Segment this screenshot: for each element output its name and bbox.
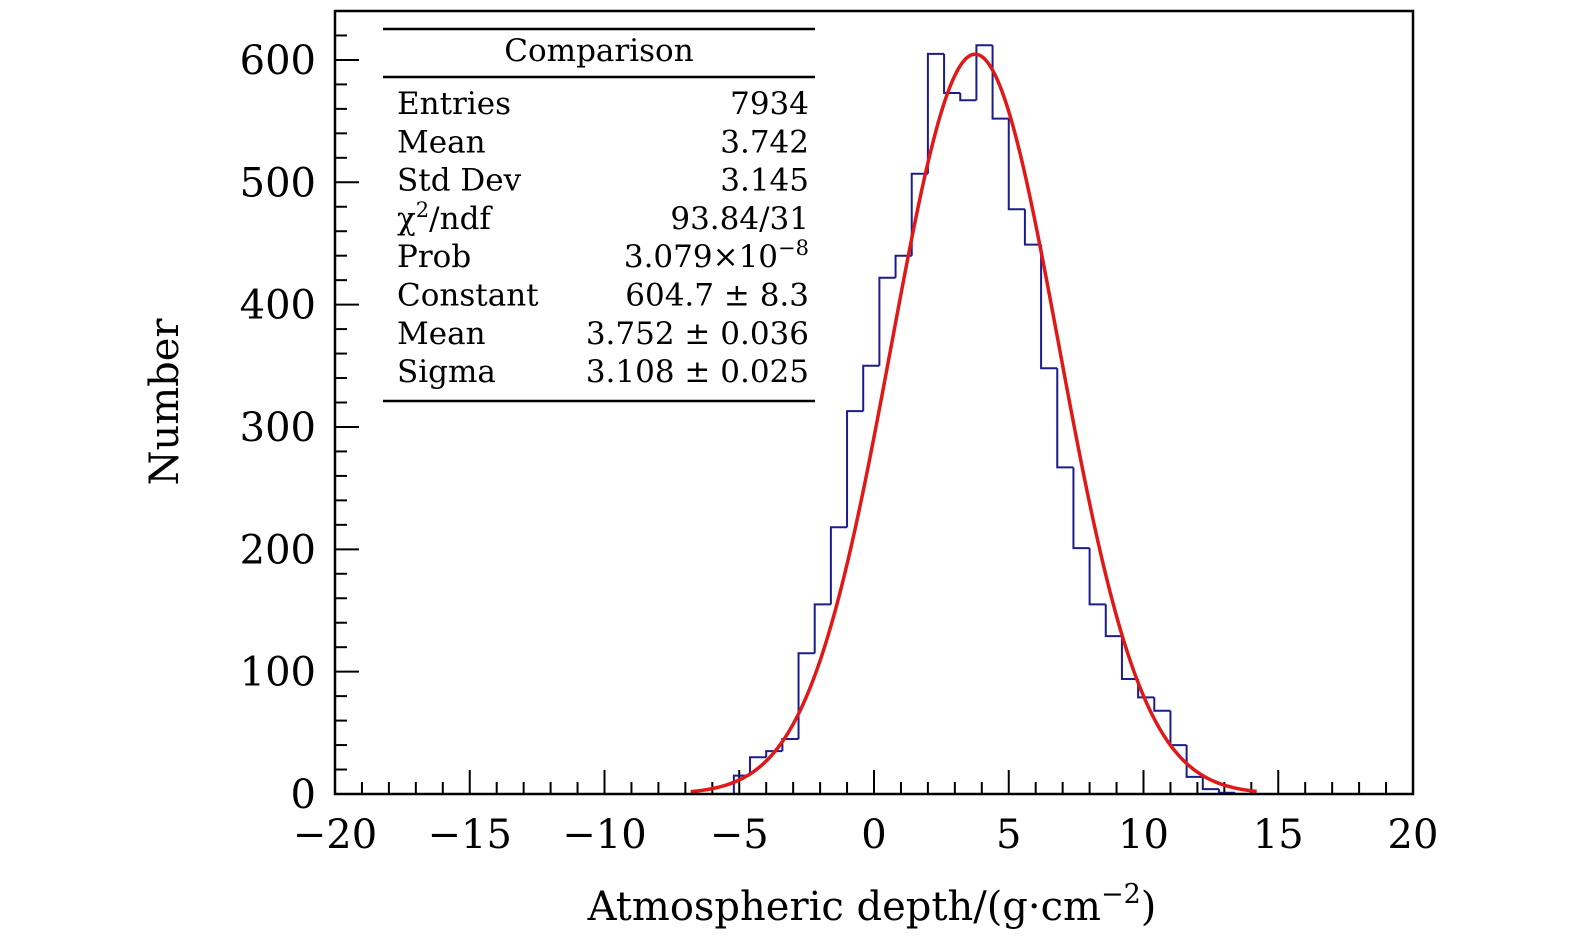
y-tick-label: 500: [240, 160, 316, 206]
y-tick-label: 400: [240, 283, 316, 329]
x-tick-label: 0: [861, 812, 886, 858]
plot-frame: [333, 9, 1415, 796]
histogram-bar: [910, 172, 928, 256]
y-tick-label: 0: [291, 772, 316, 818]
x-tick-label: 5: [996, 812, 1021, 858]
histogram-bar: [1040, 244, 1058, 370]
histogram-bar: [1185, 745, 1203, 778]
stats-row-value: 3.752 ± 0.036: [586, 316, 809, 352]
x-tick-label: −5: [710, 812, 769, 858]
histogram-bar: [749, 756, 767, 776]
x-tick-label: 10: [1118, 812, 1169, 858]
y-tick-label: 600: [240, 38, 316, 84]
histogram-bar: [1120, 636, 1139, 680]
y-tick-label: 200: [240, 527, 316, 573]
x-axis-title: Atmospheric depth/(g·cm−2): [587, 879, 1157, 930]
stats-row-label: Std Dev: [397, 163, 522, 199]
histogram-series: [732, 44, 1252, 795]
histogram-bar: [1056, 368, 1074, 469]
histogram-bar: [1201, 776, 1219, 791]
histogram-bar: [1088, 548, 1106, 606]
gaussian-fit: [690, 52, 1257, 794]
histogram-bar: [1023, 209, 1042, 246]
histogram-bar: [975, 44, 993, 101]
histogram-bar: [1153, 697, 1171, 712]
stats-row-label: Sigma: [397, 354, 496, 390]
histogram-bar: [959, 92, 977, 102]
histogram-bar: [862, 364, 880, 412]
histogram-bar: [926, 52, 945, 174]
x-tick-label: 15: [1253, 812, 1304, 858]
x-tick-labels: −20 −15 −10 −5 0 5 10 15 20: [293, 812, 1439, 858]
histogram-bar: [829, 526, 848, 605]
histogram-bar: [943, 53, 961, 94]
histogram-bar: [1104, 604, 1122, 638]
y-axis-title: Number: [142, 318, 188, 486]
histogram-bar: [894, 254, 912, 278]
x-tick-label: −20: [293, 812, 377, 858]
y-tick-label: 300: [240, 405, 316, 451]
stats-row-label: Prob: [397, 239, 471, 275]
histogram-bar: [846, 410, 864, 528]
stats-row-value: 3.079×10−8: [624, 236, 809, 275]
histogram-bar: [1072, 467, 1090, 550]
stats-row-value: 93.84/31: [670, 201, 809, 237]
fit-curve: [690, 52, 1257, 794]
y-tick-labels: 0 100 200 300 400 500 600: [240, 38, 316, 818]
stats-row-label: Entries: [397, 86, 511, 122]
histogram-bar: [1007, 118, 1025, 211]
histogram-bar: [813, 603, 831, 654]
x-tick-label: 20: [1388, 812, 1439, 858]
histogram-bar: [878, 276, 896, 366]
stats-box: Comparison Entries 7934 Mean 3.742 Std Dev 3.…: [383, 27, 815, 403]
stats-row-value: 3.742: [720, 124, 809, 160]
x-tick-label: −10: [562, 812, 646, 858]
stats-row-value: 604.7 ± 8.3: [625, 278, 809, 314]
stats-rows: Entries 7934 Mean 3.742 Std Dev 3.145 χ2/ndf 93…: [397, 86, 809, 390]
stats-row-label: Mean: [397, 124, 486, 160]
stats-row-label: χ2/ndf: [397, 198, 493, 237]
x-tick-label: −15: [428, 812, 512, 858]
y-tick-label: 100: [240, 650, 316, 696]
stats-title: Comparison: [504, 33, 693, 69]
stats-row-value: 7934: [730, 86, 809, 122]
stats-row-label: Mean: [397, 316, 486, 352]
stats-row-value: 3.145: [720, 163, 809, 199]
stats-row-value: 3.108 ± 0.025: [586, 354, 809, 390]
stats-row-label: Constant: [397, 278, 539, 314]
